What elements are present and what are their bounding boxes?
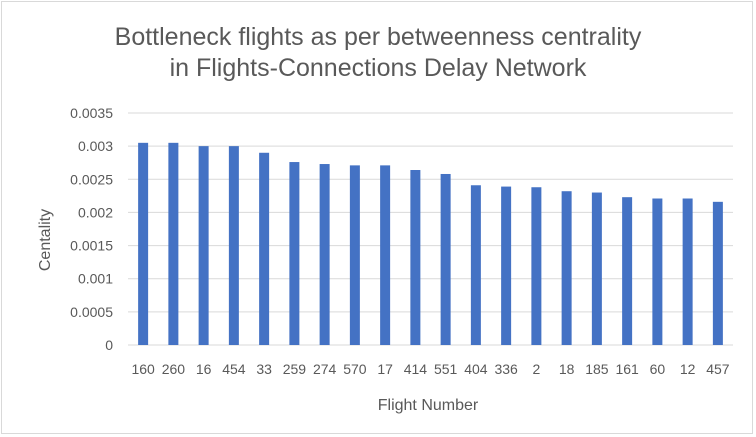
bar	[380, 165, 391, 345]
bar	[652, 198, 663, 345]
x-tick-label: 60	[650, 361, 666, 377]
x-tick-label: 160	[131, 361, 155, 377]
x-tick-label: 570	[343, 361, 367, 377]
y-tick-label: 0.0025	[70, 171, 113, 187]
x-tick-label: 551	[434, 361, 458, 377]
x-tick-label: 16	[196, 361, 212, 377]
bar	[259, 152, 270, 345]
bar	[319, 164, 330, 345]
y-tick-label: 0.0005	[70, 304, 113, 320]
bar	[501, 186, 512, 345]
x-tick-label: 161	[615, 361, 639, 377]
bar	[138, 142, 149, 345]
bar	[440, 173, 451, 345]
bar	[410, 170, 421, 345]
x-tick-label: 17	[377, 361, 393, 377]
bar	[349, 165, 360, 345]
y-tick-label: 0	[105, 337, 113, 353]
bar	[682, 198, 693, 345]
bar	[622, 197, 633, 345]
bar	[712, 201, 723, 345]
bar	[561, 191, 572, 345]
x-tick-label: 457	[706, 361, 730, 377]
gridlines	[128, 112, 733, 346]
x-tick-label: 404	[464, 361, 488, 377]
x-tick-label: 260	[162, 361, 186, 377]
y-axis-label: Centality	[37, 209, 54, 271]
x-tick-label: 259	[283, 361, 307, 377]
bar	[198, 146, 209, 345]
x-tick-label: 12	[680, 361, 696, 377]
y-tick-label: 0.002	[78, 204, 113, 220]
x-tick-label: 2	[532, 361, 540, 377]
y-axis-ticks: 0 0.0005 0.001 0.0015 0.002 0.0025 0.003 0.0035	[70, 105, 113, 353]
y-tick-label: 0.0035	[70, 105, 113, 121]
chart-title-line-1: Bottleneck flights as per betweenness ce…	[114, 23, 642, 51]
bar	[228, 146, 239, 345]
bar	[591, 192, 602, 345]
x-tick-label: 18	[559, 361, 575, 377]
x-tick-label: 274	[313, 361, 337, 377]
bar	[531, 187, 542, 345]
x-tick-label: 185	[585, 361, 609, 377]
y-tick-label: 0.0015	[70, 238, 113, 254]
x-tick-label: 33	[256, 361, 272, 377]
chart-title-line-2: in Flights-Connections Delay Network	[169, 54, 587, 82]
x-axis-ticks: 160 260 16 454 33 259 274 570 17 414 551 404 336 2 18 1…	[131, 361, 729, 377]
bar	[289, 162, 300, 345]
x-tick-label: 336	[494, 361, 518, 377]
bar	[168, 142, 179, 345]
x-tick-label: 414	[404, 361, 428, 377]
y-tick-label: 0.003	[78, 138, 113, 154]
x-axis-label: Flight Number	[378, 397, 479, 414]
bars	[138, 142, 723, 345]
y-tick-label: 0.001	[78, 271, 113, 287]
bar	[470, 185, 481, 345]
chart-title: Bottleneck flights as per betweenness ce…	[0, 22, 756, 84]
x-tick-label: 454	[222, 361, 246, 377]
